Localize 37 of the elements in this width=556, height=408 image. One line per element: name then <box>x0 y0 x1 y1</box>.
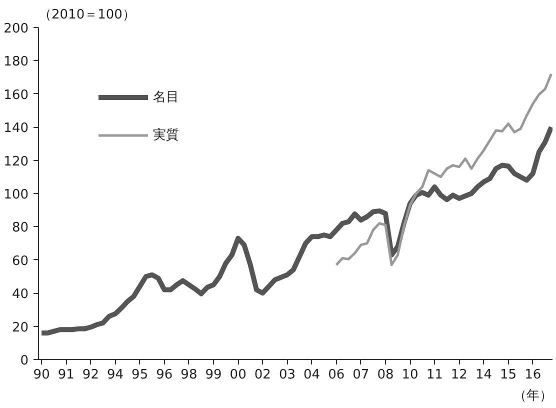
x-tick-label: 96 <box>156 368 173 382</box>
legend-label: 実質 <box>153 127 179 144</box>
x-tick-label: 91 <box>58 368 74 382</box>
x-tick-label: 94 <box>106 368 124 382</box>
line-series <box>335 72 552 266</box>
x-tick-label: 02 <box>254 368 271 382</box>
x-tick-label: 16 <box>524 368 542 382</box>
x-tick-label: 90 <box>33 368 50 382</box>
y-tick-label: 0 <box>20 354 29 368</box>
x-tick-label: 12 <box>450 368 468 382</box>
x-tick-label: 10 <box>402 368 418 382</box>
x-tick-label: 14 <box>475 368 492 382</box>
y-tick-label: 140 <box>4 121 29 136</box>
y-tick-label: 100 <box>4 188 29 202</box>
x-tick-label: 07 <box>352 368 370 382</box>
y-tick-label: 60 <box>12 254 29 269</box>
x-axis-title: （年） <box>514 388 552 404</box>
y-tick-label: 80 <box>12 220 29 236</box>
x-tick-label: 95 <box>132 368 148 382</box>
y-axis-title: （2010＝100） <box>38 8 136 22</box>
x-tick-label: 11 <box>426 368 443 382</box>
x-tick-label: 15 <box>500 368 517 382</box>
x-tick-label: 98 <box>180 368 198 382</box>
x-tick-label: 00 <box>230 368 246 382</box>
y-tick-label: 40 <box>12 287 29 302</box>
y-tick-label: 20 <box>12 320 29 336</box>
x-tick-label: 04 <box>304 368 320 382</box>
legend-label: 名目 <box>153 89 179 106</box>
y-tick-label: 180 <box>4 54 29 70</box>
x-tick-label: 03 <box>278 368 296 382</box>
y-tick-label: 160 <box>4 88 29 103</box>
x-tick-label: 99 <box>205 368 222 382</box>
x-tick-label: 08 <box>377 368 394 382</box>
y-tick-label: 120 <box>4 154 29 170</box>
y-tick-label: 200 <box>4 22 29 36</box>
x-tick-label: 92 <box>82 368 99 382</box>
x-tick-label: 06 <box>328 368 345 382</box>
